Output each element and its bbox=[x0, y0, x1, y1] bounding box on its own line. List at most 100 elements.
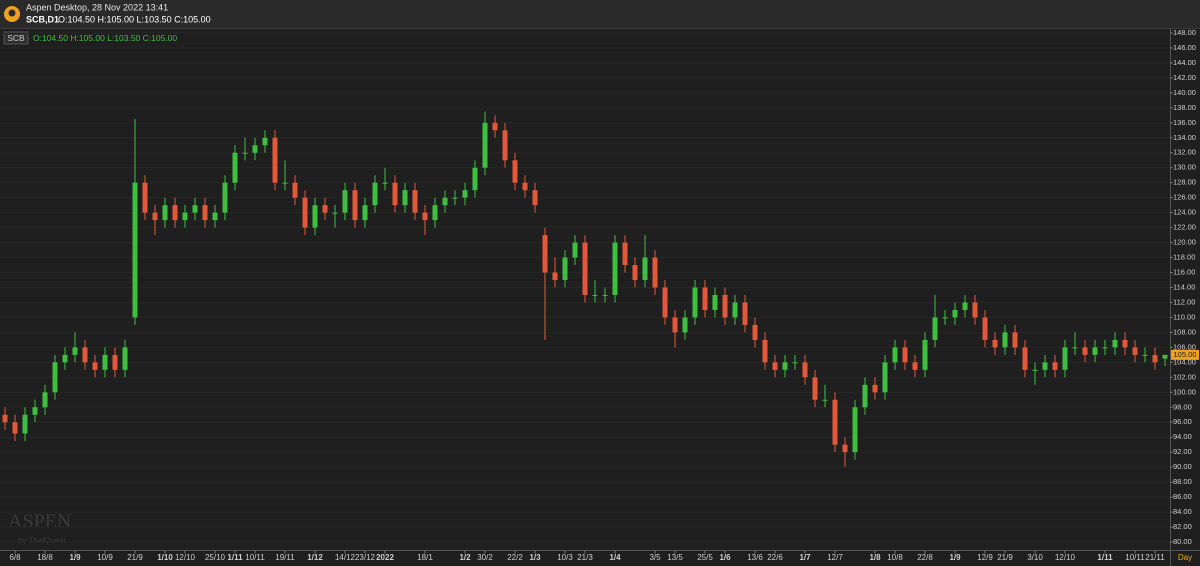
candle-body bbox=[812, 377, 818, 400]
x-tick-label: 12/10 bbox=[175, 553, 196, 562]
y-tick-label: 90.00 bbox=[1173, 462, 1192, 471]
y-tick-label: 144.00 bbox=[1173, 58, 1196, 67]
candle-body bbox=[582, 242, 588, 295]
y-tick-label: 88.00 bbox=[1173, 477, 1192, 486]
y-tick-label: 132.00 bbox=[1173, 148, 1196, 157]
x-tick-label: 1/10 bbox=[157, 553, 173, 562]
x-unit: Day bbox=[1178, 553, 1192, 562]
y-tick-label: 120.00 bbox=[1173, 238, 1196, 247]
candle-body bbox=[332, 212, 338, 214]
candle-body bbox=[302, 197, 308, 228]
candle-body bbox=[42, 392, 48, 408]
y-tick-label: 86.00 bbox=[1173, 492, 1192, 501]
symbol: SCB,D1 bbox=[26, 14, 59, 24]
y-tick-label: 106.00 bbox=[1173, 342, 1196, 351]
y-tick-label: 130.00 bbox=[1173, 163, 1196, 172]
x-tick-label: 30/2 bbox=[477, 553, 493, 562]
candle-body bbox=[272, 137, 278, 183]
candle-body bbox=[32, 407, 38, 415]
y-tick-label: 116.00 bbox=[1173, 268, 1195, 277]
candle-body bbox=[992, 339, 998, 348]
candle-body bbox=[202, 205, 208, 221]
candle-body bbox=[612, 242, 618, 295]
candle-body bbox=[222, 182, 228, 213]
candle-body bbox=[572, 242, 578, 258]
candle-body bbox=[292, 182, 298, 198]
y-tick-label: 100.00 bbox=[1173, 387, 1196, 396]
x-tick-label: 1/11 bbox=[227, 553, 243, 562]
candle-body bbox=[102, 354, 108, 370]
x-tick-label: 1/6 bbox=[719, 553, 731, 562]
candle-body bbox=[322, 205, 328, 213]
candle-body bbox=[512, 160, 518, 183]
x-tick-label: 1/9 bbox=[949, 553, 961, 562]
candle-body bbox=[342, 190, 348, 213]
watermark: ASPEN bbox=[8, 511, 71, 533]
candle-body bbox=[22, 414, 28, 434]
candle-body bbox=[452, 197, 458, 199]
y-tick-label: 122.00 bbox=[1173, 223, 1196, 232]
candle-body bbox=[402, 190, 408, 206]
y-tick-label: 80.00 bbox=[1173, 537, 1192, 546]
candle-body bbox=[782, 362, 788, 370]
candle-body bbox=[952, 309, 958, 318]
candle-body bbox=[392, 182, 398, 206]
candle-body bbox=[742, 302, 748, 325]
candle-body bbox=[482, 122, 488, 168]
x-tick-label: 21/9 bbox=[127, 553, 143, 562]
y-tick-label: 148.00 bbox=[1173, 28, 1196, 37]
y-tick-label: 114.00 bbox=[1173, 282, 1195, 291]
y-tick-label: 82.00 bbox=[1173, 522, 1192, 531]
candle-body bbox=[712, 294, 718, 310]
candle-body bbox=[262, 137, 268, 146]
candle-body bbox=[922, 339, 928, 370]
candle-body bbox=[242, 152, 248, 154]
candle-body bbox=[902, 347, 908, 363]
candle-body bbox=[822, 399, 828, 401]
candle-body bbox=[912, 362, 918, 370]
candle-body bbox=[2, 414, 8, 423]
candle-body bbox=[492, 122, 498, 131]
candle-body bbox=[1112, 339, 1118, 348]
candle-body bbox=[1022, 347, 1028, 370]
candle-body bbox=[1062, 347, 1068, 370]
x-tick-label: 22/8 bbox=[917, 553, 933, 562]
y-tick-label: 102.00 bbox=[1173, 372, 1196, 381]
header-ohlc: O:104.50 H:105.00 L:103.50 C:105.00 bbox=[58, 14, 211, 24]
candle-body bbox=[52, 362, 58, 393]
candle-body bbox=[892, 347, 898, 363]
y-tick-label: 124.00 bbox=[1173, 208, 1196, 217]
candle-body bbox=[662, 287, 668, 318]
watermark-sub: by ThaiQuest bbox=[18, 536, 66, 545]
x-tick-label: 1/3 bbox=[529, 553, 541, 562]
candle-body bbox=[692, 287, 698, 318]
candle-body bbox=[1012, 332, 1018, 348]
x-tick-label: 1/7 bbox=[799, 553, 811, 562]
candle-body bbox=[62, 354, 68, 363]
candle-body bbox=[252, 145, 258, 153]
x-tick-label: 22/2 bbox=[507, 553, 523, 562]
y-tick-label: 146.00 bbox=[1173, 43, 1196, 52]
candle-body bbox=[442, 197, 448, 206]
candle-body bbox=[682, 317, 688, 333]
y-tick-label: 108.00 bbox=[1173, 327, 1196, 336]
y-tick-label: 140.00 bbox=[1173, 88, 1196, 97]
x-tick-label: 1/9 bbox=[69, 553, 81, 562]
legend-box bbox=[3, 31, 29, 45]
candle-body bbox=[842, 444, 848, 453]
y-tick-label: 142.00 bbox=[1173, 73, 1196, 82]
header-bar bbox=[0, 0, 1200, 28]
candle-body bbox=[792, 362, 798, 364]
candle-body bbox=[762, 339, 768, 363]
x-tick-label: 10/11 bbox=[245, 553, 265, 562]
candle-body bbox=[82, 347, 88, 363]
candle-body bbox=[1002, 332, 1008, 348]
candle-body bbox=[472, 167, 478, 191]
candle-body bbox=[212, 212, 218, 221]
candle-body bbox=[852, 407, 858, 453]
last-price-label: 105.00 bbox=[1174, 350, 1197, 359]
candle-body bbox=[92, 362, 98, 370]
candle-body bbox=[652, 257, 658, 288]
y-tick-label: 138.00 bbox=[1173, 103, 1196, 112]
app-title: Aspen Desktop, 28 Nov 2022 13:41 bbox=[26, 2, 168, 12]
